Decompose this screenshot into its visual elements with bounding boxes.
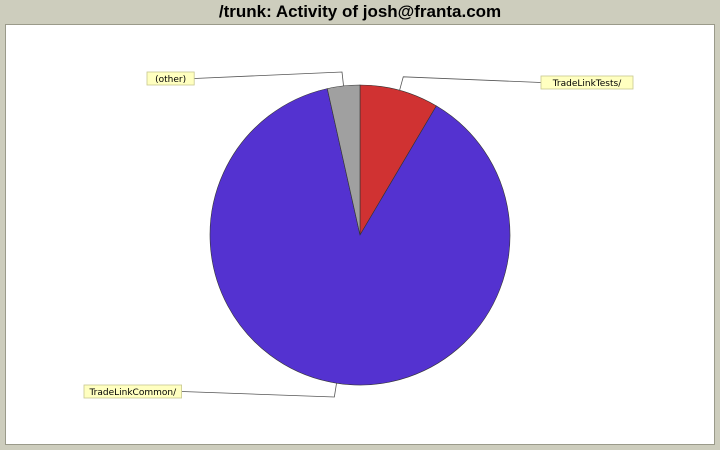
slice-label-box-0 (540, 75, 634, 90)
label-leader-2 (194, 71, 344, 86)
slice-label-0: TradeLinkTests/ (552, 79, 622, 89)
pie-slice-2 (326, 84, 361, 236)
slice-label-2: (other) (155, 75, 186, 85)
chart-title: /trunk: Activity of josh@franta.com (218, 2, 502, 21)
slice-label-box-2 (146, 71, 195, 86)
slice-label-box-1 (83, 384, 182, 399)
label-leader-1 (181, 383, 337, 398)
label-leader-0 (399, 76, 542, 91)
slice-label-1: TradeLinkCommon/ (88, 388, 177, 398)
